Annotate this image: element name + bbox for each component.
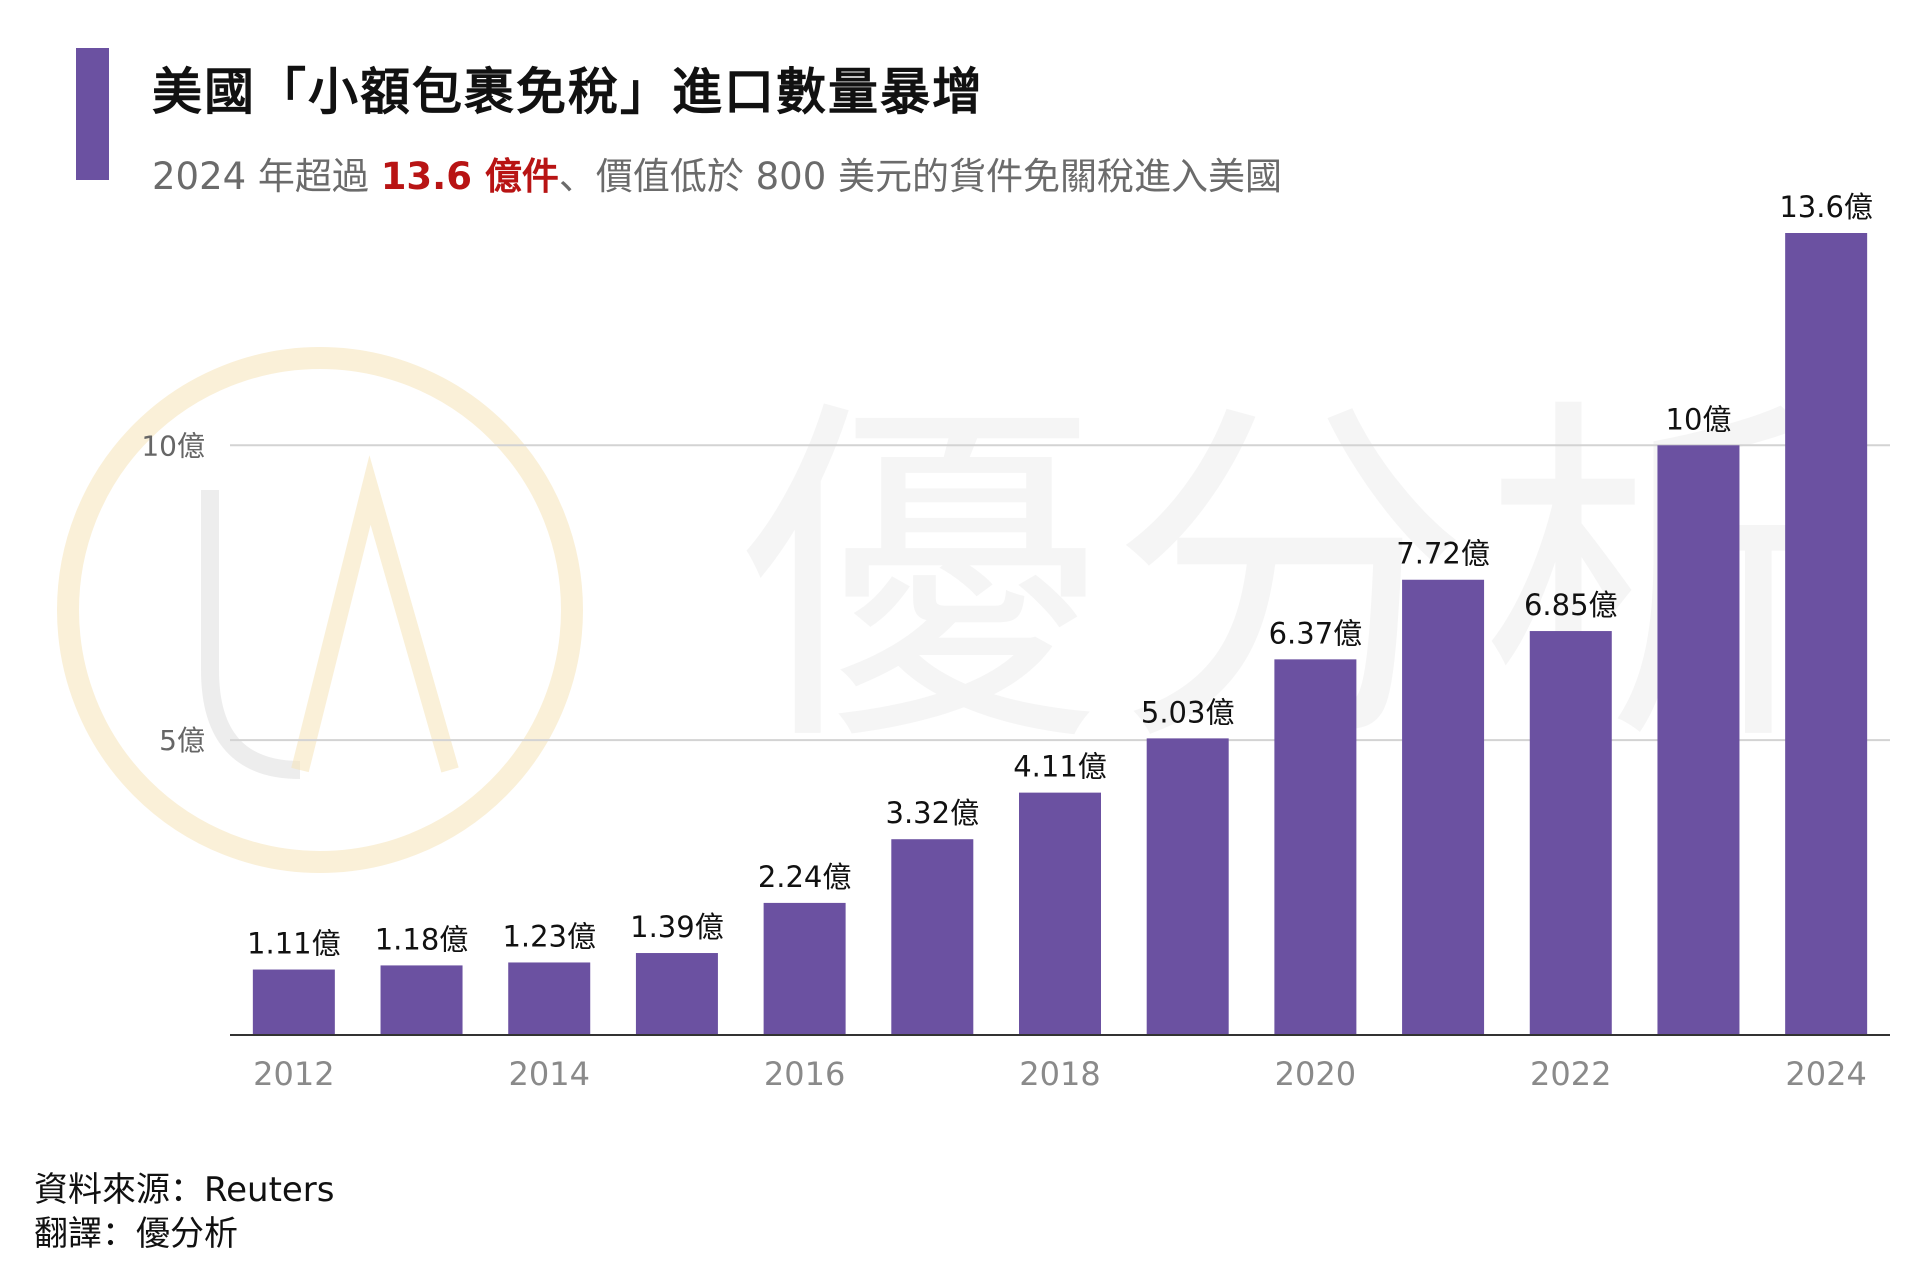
data-label: 5.03億	[1141, 695, 1235, 729]
y-tick-label: 10億	[141, 429, 205, 462]
bar	[635, 953, 718, 1035]
bar	[1529, 631, 1612, 1035]
watermark-logo	[57, 347, 583, 873]
data-label: 3.32億	[886, 796, 980, 830]
bar	[1274, 659, 1357, 1035]
subtitle-text-end: 、價值低於 800 美元的貨件免關稅進入美國	[558, 155, 1283, 198]
x-tick-label: 2024	[1785, 1055, 1866, 1093]
bar	[508, 962, 591, 1035]
source-text: 資料來源：Reuters	[34, 1170, 335, 1210]
y-tick-label: 5億	[159, 724, 205, 757]
data-label: 1.23億	[502, 919, 596, 953]
bar	[891, 839, 974, 1035]
bar	[252, 969, 335, 1035]
data-label: 1.11億	[247, 927, 341, 961]
x-tick-label: 2016	[764, 1055, 845, 1093]
bar	[1019, 792, 1101, 1035]
chart-title: 美國「小額包裹免稅」進口數量暴增	[152, 63, 984, 121]
data-label: 1.18億	[375, 922, 469, 956]
bar	[1785, 233, 1868, 1035]
x-tick-label: 2020	[1275, 1055, 1356, 1093]
source-note: 資料來源：Reuters 翻譯：優分析	[34, 1168, 335, 1256]
subtitle-highlight: 13.6 億件	[380, 155, 559, 198]
data-label: 4.11億	[1013, 750, 1107, 784]
bar	[380, 965, 463, 1035]
data-label: 6.37億	[1269, 616, 1363, 650]
bar	[1402, 579, 1485, 1035]
data-label: 6.85億	[1524, 588, 1618, 622]
x-tick-label: 2022	[1530, 1055, 1611, 1093]
x-tick-label: 2014	[509, 1055, 590, 1093]
bar	[763, 902, 846, 1035]
data-label: 10億	[1666, 402, 1732, 436]
bar	[1657, 445, 1740, 1035]
x-tick-label: 2012	[253, 1055, 334, 1093]
data-label: 2.24億	[758, 860, 852, 894]
title-accent-bar	[76, 48, 109, 180]
data-label: 7.72億	[1396, 537, 1490, 571]
subtitle-text-start: 2024 年超過	[152, 155, 381, 198]
translation-text: 翻譯：優分析	[34, 1214, 238, 1254]
bar	[1146, 738, 1229, 1035]
chart-subtitle: 2024 年超過 13.6 億件、價值低於 800 美元的貨件免關稅進入美國	[152, 146, 1282, 200]
x-tick-label: 2018	[1019, 1055, 1100, 1093]
data-label: 1.39億	[630, 910, 724, 944]
data-label: 13.6億	[1779, 190, 1873, 224]
